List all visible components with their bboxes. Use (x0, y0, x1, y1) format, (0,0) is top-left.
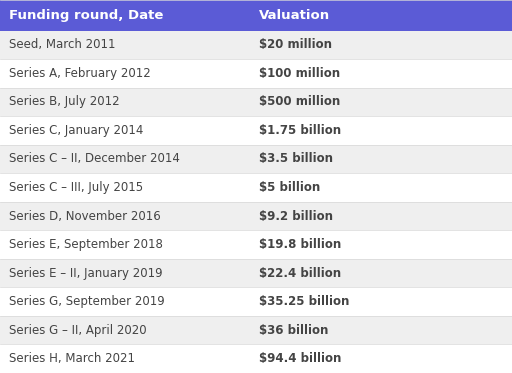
Text: $19.8 billion: $19.8 billion (259, 238, 341, 251)
Bar (0, 316, 512, 345)
Text: $9.2 billion: $9.2 billion (259, 210, 333, 223)
Text: Series H, March 2021: Series H, March 2021 (9, 352, 135, 365)
Text: Series G – II, April 2020: Series G – II, April 2020 (9, 324, 147, 337)
Bar (0, 145, 512, 173)
Text: Valuation: Valuation (259, 9, 330, 22)
Text: $3.5 billion: $3.5 billion (259, 153, 333, 166)
Text: $35.25 billion: $35.25 billion (259, 295, 349, 308)
Text: $5 billion: $5 billion (259, 181, 320, 194)
Text: Series C – III, July 2015: Series C – III, July 2015 (9, 181, 143, 194)
Text: $1.75 billion: $1.75 billion (259, 124, 340, 137)
Text: $100 million: $100 million (259, 67, 339, 80)
Bar (0, 230, 512, 259)
Bar (0, 202, 512, 230)
Text: Funding round, Date: Funding round, Date (9, 9, 164, 22)
Text: Series C, January 2014: Series C, January 2014 (9, 124, 143, 137)
Text: Series E, September 2018: Series E, September 2018 (9, 238, 163, 251)
Text: $22.4 billion: $22.4 billion (259, 267, 340, 280)
Bar (0, 116, 512, 145)
Bar (0, 88, 512, 116)
Text: Series G, September 2019: Series G, September 2019 (9, 295, 165, 308)
Text: Series C – II, December 2014: Series C – II, December 2014 (9, 153, 180, 166)
Bar (0, 287, 512, 316)
Text: $94.4 billion: $94.4 billion (259, 352, 341, 365)
Bar (0, 345, 512, 373)
Text: Series E – II, January 2019: Series E – II, January 2019 (9, 267, 163, 280)
Text: $500 million: $500 million (259, 95, 340, 109)
Text: $20 million: $20 million (259, 38, 332, 51)
Text: Series D, November 2016: Series D, November 2016 (9, 210, 161, 223)
Bar (0, 0, 512, 31)
Bar (0, 259, 512, 287)
Bar (0, 31, 512, 59)
Text: Series B, July 2012: Series B, July 2012 (9, 95, 120, 109)
Text: Seed, March 2011: Seed, March 2011 (9, 38, 116, 51)
Bar (0, 173, 512, 202)
Bar (0, 59, 512, 88)
Text: $36 billion: $36 billion (259, 324, 328, 337)
Text: Series A, February 2012: Series A, February 2012 (9, 67, 151, 80)
